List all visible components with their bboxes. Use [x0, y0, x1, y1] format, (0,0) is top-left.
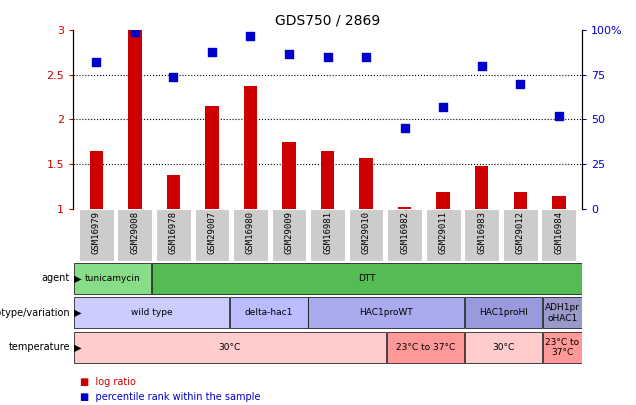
Bar	[230, 297, 308, 328]
Text: GSM29009: GSM29009	[284, 211, 293, 254]
Bar	[90, 151, 103, 209]
Point	[169, 73, 179, 80]
Bar	[543, 297, 581, 328]
Text: HAC1proWT: HAC1proWT	[359, 308, 413, 318]
Bar	[475, 166, 488, 209]
Point	[515, 81, 525, 87]
Bar	[349, 209, 384, 261]
Bar	[282, 142, 296, 209]
Bar	[156, 209, 191, 261]
Text: 30°C: 30°C	[219, 343, 241, 352]
Point	[438, 104, 448, 110]
Point	[91, 59, 101, 66]
Text: DTT: DTT	[358, 274, 375, 283]
Text: genotype/variation: genotype/variation	[0, 308, 70, 318]
Text: wild type: wild type	[130, 308, 172, 318]
Point	[361, 54, 371, 60]
Text: GSM29011: GSM29011	[439, 211, 448, 254]
Point	[284, 50, 294, 57]
Text: ■  log ratio: ■ log ratio	[80, 377, 135, 386]
Bar	[465, 297, 543, 328]
Bar	[387, 209, 422, 261]
Text: GSM29008: GSM29008	[130, 211, 139, 254]
Point	[207, 49, 217, 55]
Bar	[426, 209, 460, 261]
Text: GSM16980: GSM16980	[246, 211, 255, 254]
Bar	[74, 297, 230, 328]
Bar	[398, 207, 411, 209]
Text: 23°C to
37°C: 23°C to 37°C	[545, 338, 579, 357]
Text: ▶: ▶	[74, 308, 82, 318]
Bar	[244, 85, 257, 209]
Point	[399, 125, 410, 132]
Text: agent: agent	[42, 273, 70, 283]
Bar	[503, 209, 537, 261]
Point	[130, 29, 140, 35]
Bar	[152, 263, 581, 294]
Bar	[308, 297, 464, 328]
Bar	[167, 175, 180, 209]
Text: GSM29007: GSM29007	[207, 211, 216, 254]
Bar	[118, 209, 152, 261]
Bar	[359, 158, 373, 209]
Text: GSM16982: GSM16982	[400, 211, 409, 254]
Point	[476, 63, 487, 69]
Bar	[74, 263, 151, 294]
Bar	[552, 196, 565, 209]
Bar	[233, 209, 268, 261]
Bar	[513, 192, 527, 209]
Text: delta-hac1: delta-hac1	[245, 308, 293, 318]
Text: GSM16984: GSM16984	[555, 211, 563, 254]
Text: 23°C to 37°C: 23°C to 37°C	[396, 343, 455, 352]
Bar	[464, 209, 499, 261]
Text: 30°C: 30°C	[492, 343, 515, 352]
Text: GSM16979: GSM16979	[92, 211, 100, 254]
Text: GSM16981: GSM16981	[323, 211, 332, 254]
Text: ■  percentile rank within the sample: ■ percentile rank within the sample	[80, 392, 260, 402]
Bar	[321, 151, 335, 209]
Bar	[387, 332, 464, 363]
Bar	[205, 106, 219, 209]
Bar	[79, 209, 114, 261]
Bar	[272, 209, 307, 261]
Text: GSM29010: GSM29010	[362, 211, 371, 254]
Bar	[195, 209, 229, 261]
Bar	[465, 332, 543, 363]
Bar	[541, 209, 576, 261]
Text: temperature: temperature	[8, 342, 70, 352]
Point	[245, 32, 256, 39]
Text: GSM16983: GSM16983	[477, 211, 486, 254]
Bar	[128, 30, 142, 209]
Point	[554, 113, 564, 119]
Title: GDS750 / 2869: GDS750 / 2869	[275, 14, 380, 28]
Bar	[310, 209, 345, 261]
Text: ▶: ▶	[74, 342, 82, 352]
Bar	[74, 332, 386, 363]
Text: GSM29012: GSM29012	[516, 211, 525, 254]
Text: tunicamycin: tunicamycin	[85, 274, 140, 283]
Text: ADH1pr
oHAC1: ADH1pr oHAC1	[545, 303, 580, 322]
Point	[322, 54, 333, 60]
Text: GSM16978: GSM16978	[169, 211, 178, 254]
Bar	[543, 332, 581, 363]
Text: ▶: ▶	[74, 273, 82, 283]
Bar	[436, 192, 450, 209]
Text: HAC1proHI: HAC1proHI	[479, 308, 528, 318]
